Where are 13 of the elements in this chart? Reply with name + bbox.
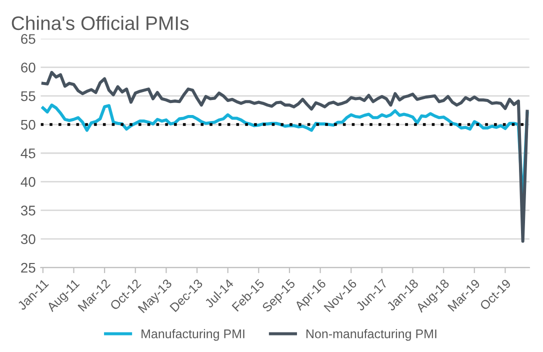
y-tick-label: 50: [20, 120, 36, 130]
y-tick-label: 60: [21, 62, 36, 72]
legend-label: Non-manufacturing PMI: [306, 329, 436, 341]
legend-label: Manufacturing PMI: [142, 329, 244, 341]
y-tick-label: 35: [20, 206, 36, 216]
line-series: [41, 70, 529, 243]
y-tick-label: 45: [20, 148, 36, 158]
y-tick-label: 55: [20, 91, 36, 102]
chart-title: China's Official PMIs: [12, 16, 189, 30]
y-tick-label: 65: [21, 34, 36, 44]
y-tick-label: 25: [21, 262, 36, 273]
y-tick-label: 30: [20, 234, 36, 244]
y-tick-label: 40: [20, 177, 36, 187]
